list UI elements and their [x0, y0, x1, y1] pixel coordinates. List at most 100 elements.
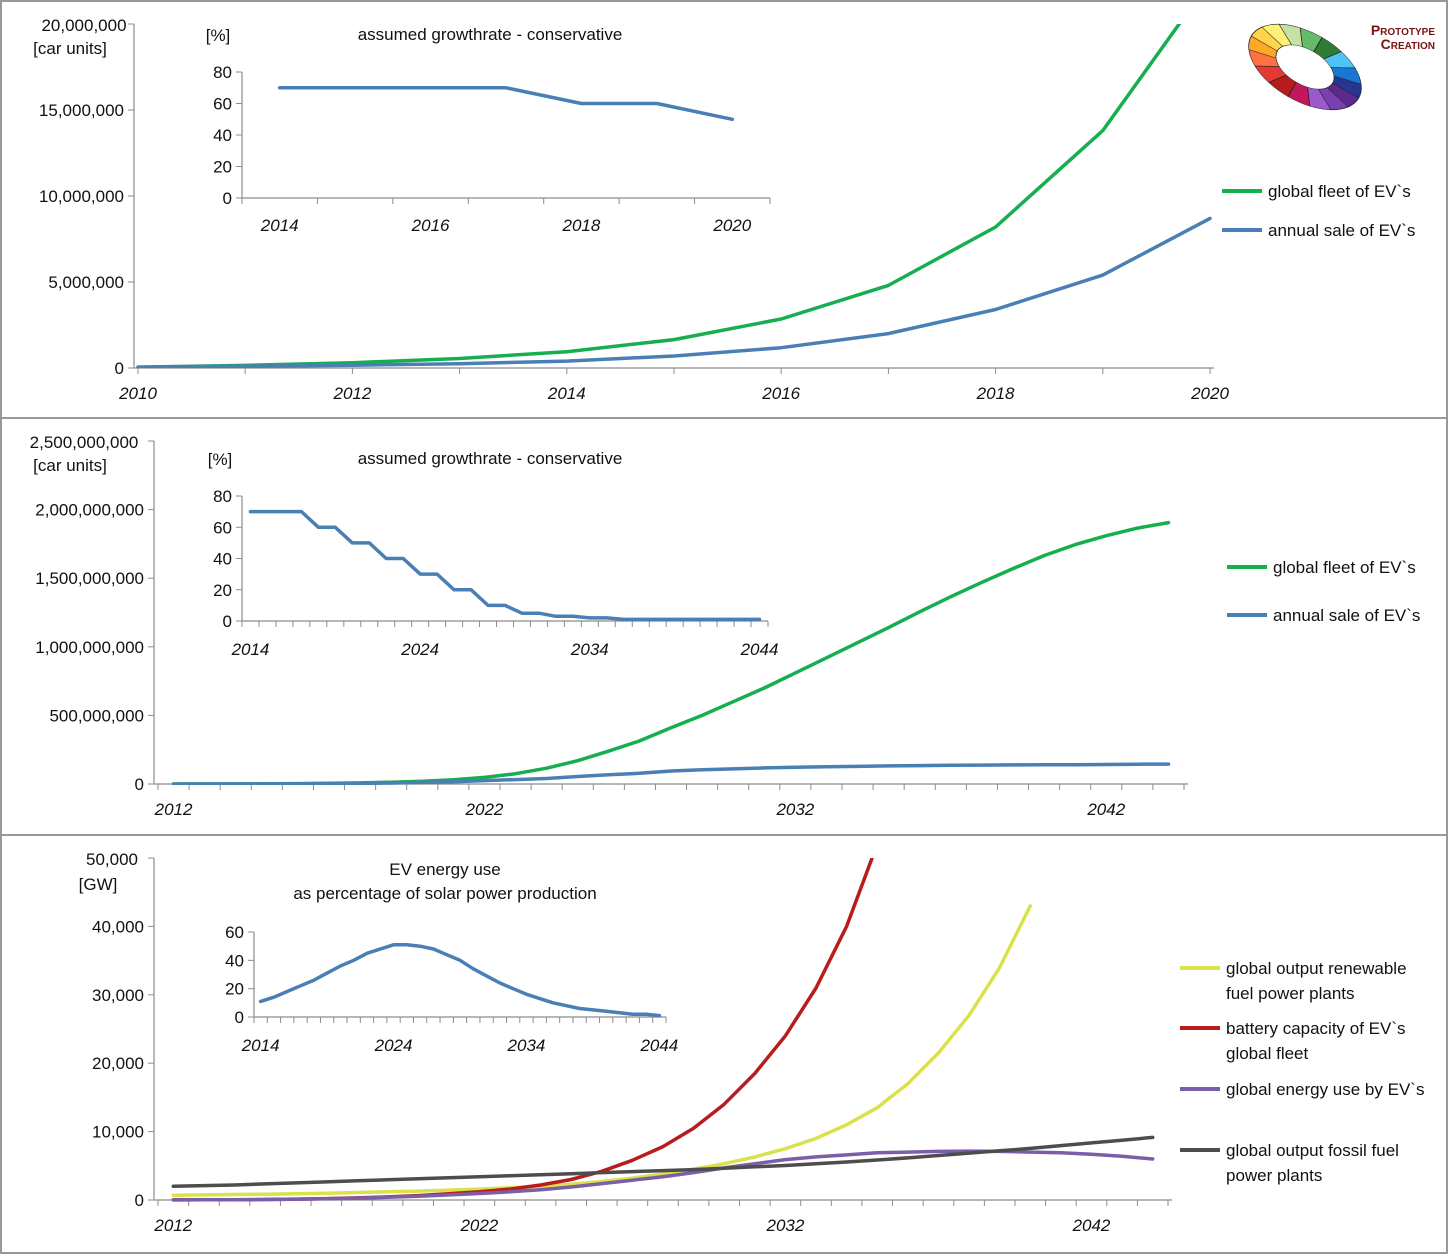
inset-y-tick-label: 0 — [223, 612, 232, 631]
y-tick-label: 5,000,000 — [48, 273, 124, 292]
y-tick-label: 0 — [135, 1191, 144, 1210]
y-tick-label: 10,000 — [92, 1123, 144, 1142]
legend-label: global fleet of EV`s — [1273, 558, 1416, 577]
x-tick-label: 2042 — [1072, 1216, 1111, 1235]
x-tick-label: 2012 — [332, 384, 371, 403]
x-tick-label: 2032 — [775, 800, 814, 819]
legend-label-line-2: power plants — [1226, 1166, 1322, 1185]
inset-chart: 0 20 40 60 2014 2024 2034 2044 EV energy use as p… — [225, 860, 678, 1055]
inset-y-tick-label: 40 — [225, 951, 244, 970]
y-axis-top-label: 2,500,000,000 — [30, 433, 139, 452]
inset-y-tick-label: 80 — [213, 63, 232, 82]
inset-title: assumed growthrate - conservative — [358, 25, 623, 44]
y-tick-label: 1,500,000,000 — [35, 569, 144, 588]
inset-x-tick-label: 2016 — [411, 216, 450, 235]
inset-y-tick-label: 60 — [213, 95, 232, 114]
x-tick-label: 2014 — [547, 384, 586, 403]
y-tick-label: 20,000 — [92, 1054, 144, 1073]
legend-label: global energy use by EV`s — [1226, 1080, 1424, 1099]
legend-label: global output fossil fuel — [1226, 1141, 1399, 1160]
inset-x-tick-label: 2044 — [740, 640, 779, 659]
inset-x-tick-label: 2034 — [570, 640, 609, 659]
inset-title: assumed growthrate - conservative — [358, 449, 623, 468]
y-tick-label: 15,000,000 — [39, 101, 124, 120]
inset-x-tick-label: 2024 — [400, 640, 439, 659]
series-line-dark — [171, 1135, 1155, 1189]
inset-x-tick-label: 2014 — [241, 1036, 280, 1055]
inset-y-tick-label: 0 — [235, 1008, 244, 1027]
inset-y-label: [%] — [208, 450, 233, 469]
inset-y-tick-label: 40 — [213, 126, 232, 145]
y-tick-label: 40,000 — [92, 917, 144, 936]
chart-fleet-2010-2020: 0 5,000,000 10,000,000 15,000,000 20,000,000… — [33, 16, 1415, 403]
y-tick-label: 0 — [135, 775, 144, 794]
inset-y-tick-label: 0 — [223, 189, 232, 208]
inset-y-tick-label: 80 — [213, 487, 232, 506]
inset-y-tick-label: 20 — [213, 158, 232, 177]
legend-label: annual sale of EV`s — [1268, 221, 1415, 240]
x-tick-label: 2022 — [465, 800, 504, 819]
x-tick-label: 2020 — [1190, 384, 1229, 403]
y-axis-unit-label: [car units] — [33, 39, 107, 58]
inset-y-tick-label: 60 — [225, 923, 244, 942]
series-group — [136, 24, 1212, 368]
y-axis-unit-label: [car units] — [33, 456, 107, 475]
x-tick-label: 2022 — [459, 1216, 498, 1235]
y-tick-label: 0 — [115, 359, 124, 378]
inset-chart: 0 20 40 60 80 2014 2024 2034 2044 assumed growthr… — [208, 449, 779, 659]
series-group — [171, 520, 1171, 785]
logo-line-2: Creation — [1381, 36, 1435, 52]
legend-label-line-2: global fleet — [1226, 1044, 1309, 1063]
y-tick-label: 10,000,000 — [39, 187, 124, 206]
logo-ring-icon — [1248, 23, 1362, 111]
series-group — [171, 858, 1155, 1202]
inset-x-tick-label: 2014 — [231, 640, 270, 659]
series-line-green — [171, 520, 1171, 785]
x-tick-label: 2018 — [976, 384, 1015, 403]
inset-y-tick-label: 40 — [213, 550, 232, 569]
inset-series-line — [277, 86, 735, 122]
inset-x-tick-label: 2018 — [562, 216, 601, 235]
legend-label: global fleet of EV`s — [1268, 182, 1411, 201]
legend-label-line-2: fuel power plants — [1226, 984, 1355, 1003]
series-line-yellow — [171, 904, 1033, 1197]
inset-x-tick-label: 2024 — [374, 1036, 413, 1055]
inset-y-tick-label: 20 — [225, 980, 244, 999]
legend-label: global output renewable — [1226, 959, 1407, 978]
x-tick-label: 2032 — [766, 1216, 805, 1235]
inset-subtitle: as percentage of solar power production — [293, 884, 596, 903]
x-tick-label: 2016 — [761, 384, 800, 403]
legend-label: annual sale of EV`s — [1273, 606, 1420, 625]
inset-x-tick-label: 2044 — [639, 1036, 678, 1055]
chart-energy-2012-2044: 0 10,000 20,000 30,000 40,000 50,000 [GW] 2012 2… — [79, 850, 1425, 1235]
x-tick-label: 2010 — [118, 384, 157, 403]
inset-y-tick-label: 20 — [213, 581, 232, 600]
y-tick-label: 2,000,000,000 — [35, 501, 144, 520]
x-tick-label: 2012 — [153, 1216, 192, 1235]
inset-y-tick-label: 60 — [213, 518, 232, 537]
y-axis-unit-label: [GW] — [79, 875, 118, 894]
logo-line-1: Prototype — [1371, 22, 1435, 38]
legend-label: battery capacity of EV`s — [1226, 1019, 1406, 1038]
x-tick-label: 2012 — [154, 800, 193, 819]
y-axis-top-label: 20,000,000 — [41, 16, 126, 35]
inset-series-line — [248, 509, 762, 622]
logo: Prototype Creation — [1248, 22, 1435, 111]
inset-x-tick-label: 2014 — [260, 216, 299, 235]
inset-series-line — [258, 943, 662, 1018]
inset-chart: 0 20 40 60 80 2014 2016 2018 2020 assumed growthr… — [206, 25, 771, 235]
series-line-blue — [136, 216, 1212, 368]
chart-fleet-2012-2044: 0 500,000,000 1,000,000,000 1,500,000,000 2,… — [30, 433, 1421, 819]
inset-y-label: [%] — [206, 26, 231, 45]
x-tick-label: 2042 — [1086, 800, 1125, 819]
inset-title: EV energy use — [389, 860, 501, 879]
series-line-green — [136, 24, 1182, 368]
logo-ring-segment — [1332, 75, 1362, 99]
y-tick-label: 30,000 — [92, 986, 144, 1005]
y-tick-label: 1,000,000,000 — [35, 638, 144, 657]
series-line-blue — [171, 762, 1171, 785]
y-axis-top-label: 50,000 — [86, 850, 138, 869]
